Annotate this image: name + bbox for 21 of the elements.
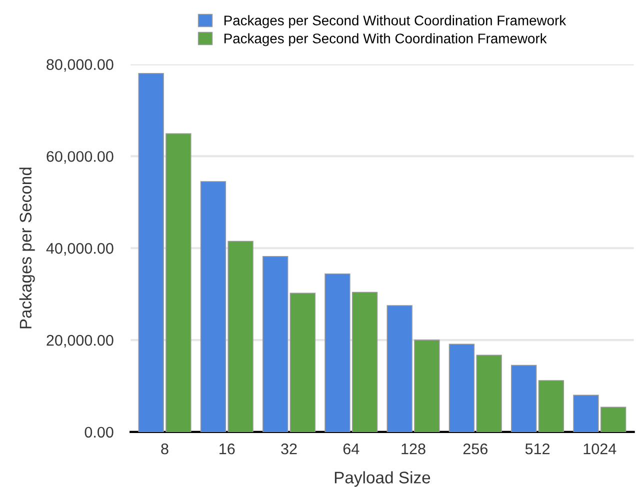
y-tick-label: 0.00 bbox=[84, 426, 114, 438]
y-tick-label: 60,000.00 bbox=[46, 151, 114, 164]
x-tick-label: 1024 bbox=[584, 443, 616, 454]
bar bbox=[290, 292, 316, 432]
legend-label: Packages per Second Without Coordination Framework bbox=[224, 15, 566, 28]
y-tick-label: 20,000.00 bbox=[46, 334, 114, 348]
bar bbox=[538, 380, 564, 432]
x-tick-label: 32 bbox=[281, 443, 297, 454]
x-tick-label: 8 bbox=[161, 443, 168, 454]
y-tick-label: 40,000.00 bbox=[46, 242, 114, 256]
y-tick-label: 80,000.00 bbox=[46, 59, 114, 72]
legend-label: Packages per Second With Coordination Framework bbox=[224, 33, 547, 46]
x-tick-label: 64 bbox=[343, 443, 360, 454]
x-axis-title: Payload Size bbox=[334, 471, 430, 487]
x-tick-label: 16 bbox=[220, 443, 235, 454]
bar bbox=[262, 256, 288, 432]
bar bbox=[511, 364, 537, 432]
x-tick-label: 512 bbox=[525, 443, 550, 454]
y-axis-title: Packages per Second bbox=[19, 168, 35, 328]
x-tick-label: 256 bbox=[463, 443, 488, 454]
x-tick-label: 128 bbox=[402, 443, 426, 454]
